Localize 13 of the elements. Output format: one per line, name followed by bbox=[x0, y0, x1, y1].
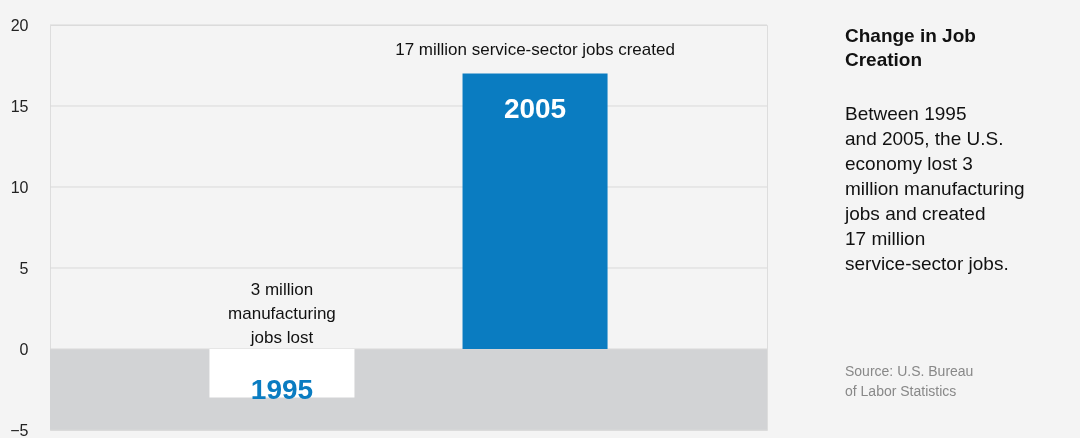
y-tick-label: 0 bbox=[19, 340, 29, 358]
y-tick-label: 5 bbox=[19, 259, 29, 277]
annotation: 17 million service-sector jobs created bbox=[395, 40, 675, 59]
y-tick-label: 15 bbox=[10, 97, 29, 115]
text: Change in Job Creation bbox=[845, 25, 976, 70]
x-tick-label: 2005 bbox=[503, 92, 567, 124]
y-tick-label: −5 bbox=[10, 421, 29, 438]
y-tick-label: 20 bbox=[10, 16, 29, 34]
source-note: Source: U.S. Bureau of Labor Statistics bbox=[845, 363, 974, 399]
text: Between 1995 and 2005, the U.S. economy lost 3 million manufacturing jobs and created 17 million service-sector jobs. bbox=[844, 103, 1025, 274]
x-tick-label: 1995 bbox=[250, 374, 314, 405]
y-tick-label: 10 bbox=[10, 178, 29, 196]
annotation: 3 million manufacturing jobs lost bbox=[228, 280, 336, 347]
